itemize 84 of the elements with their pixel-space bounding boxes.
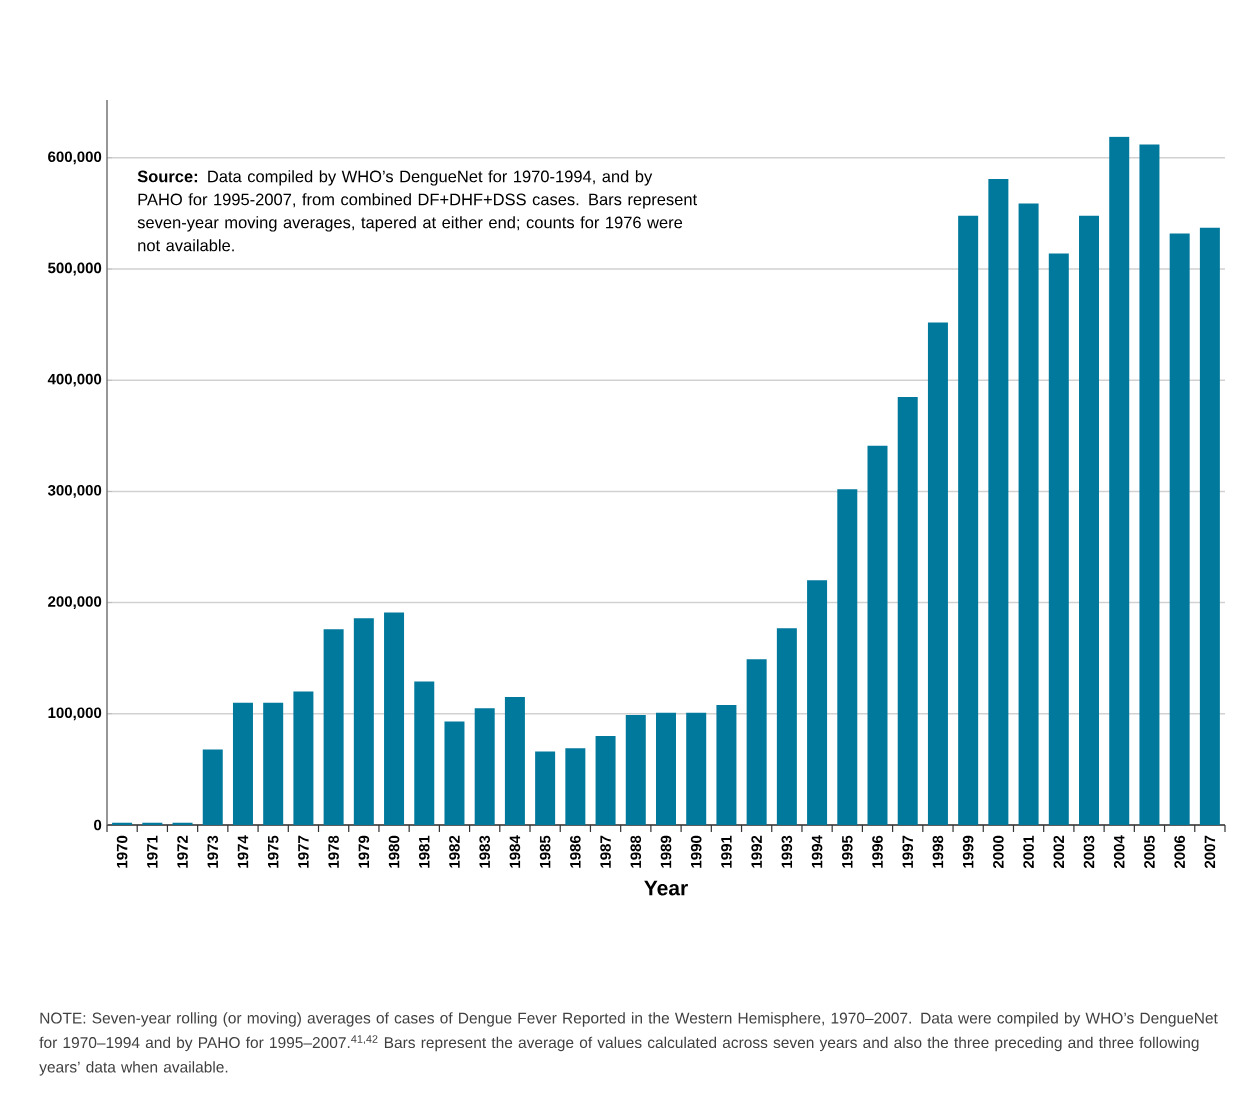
- bar: [1139, 144, 1160, 825]
- x-tick-label: 2005: [1144, 835, 1155, 869]
- x-tick-label: 2007: [1204, 835, 1216, 869]
- bar: [897, 396, 918, 825]
- x-tick-label: 1971: [147, 835, 158, 868]
- x-axis-title: Year: [644, 880, 688, 896]
- x-tick-label: 2003: [1083, 835, 1095, 869]
- y-tick-label: 100,000: [48, 707, 102, 721]
- bar: [716, 704, 737, 825]
- bar: [625, 714, 646, 825]
- x-tick-label: 1998: [932, 835, 944, 868]
- bar: [1079, 215, 1100, 825]
- y-tick-label: 500,000: [48, 262, 102, 276]
- bar: [1169, 233, 1190, 825]
- x-tick-label: 1999: [962, 835, 974, 868]
- x-tick-label: 1990: [690, 835, 702, 868]
- bar: [384, 612, 405, 825]
- bar: [142, 822, 163, 825]
- bar: [656, 712, 676, 825]
- x-tick-label: 1996: [872, 835, 883, 868]
- bar: [414, 681, 435, 825]
- x-tick-label: 1994: [811, 835, 823, 868]
- x-tick-label: 1991: [721, 835, 732, 868]
- x-tick-label: 1980: [388, 835, 400, 868]
- x-tick-label: 1985: [539, 835, 551, 868]
- bar: [1109, 136, 1130, 825]
- bar: [535, 751, 556, 825]
- bar: [504, 697, 525, 825]
- bar: [595, 736, 616, 825]
- x-tick-label: 1982: [449, 835, 460, 868]
- bar: [776, 628, 797, 825]
- text: NOTE: Seven-year rolling (or moving) averages of cases of Dengue Fever Reported in the Western Hemisphere, 1970–2007. Data were compiled by WHO’s DengueNet for 1970–1994 and by PAHO for 1995–2007.$^{41,42}$ Bars represent the average of values calculated across seven years and also the three preceding and three following years’ data when available.: [39, 1012, 1218, 1076]
- bar: [746, 659, 767, 825]
- bar: [1018, 203, 1039, 825]
- bar: [232, 702, 253, 825]
- x-tick-label: 2001: [1023, 835, 1034, 869]
- bar: [686, 712, 707, 825]
- bar: [263, 702, 284, 825]
- y-tick-label: 600,000: [48, 151, 102, 165]
- bar: [988, 178, 1009, 825]
- bar: [444, 721, 465, 825]
- bar: [112, 822, 133, 825]
- bar: [323, 629, 344, 825]
- x-tick-label: 1972: [177, 835, 188, 868]
- bar: [353, 618, 374, 825]
- x-tick-label: 1992: [751, 835, 762, 868]
- x-tick-label: 1987: [600, 835, 611, 868]
- bar: [565, 748, 586, 825]
- x-tick-label: 2006: [1174, 835, 1185, 869]
- x-tick-label: 2004: [1113, 835, 1125, 869]
- bar: [958, 215, 979, 825]
- x-tick-label: 1984: [509, 835, 521, 868]
- x-tick-label: 1993: [781, 835, 793, 868]
- bar: [807, 580, 828, 825]
- x-tick-label: 1970: [116, 835, 128, 868]
- y-tick-label: 300,000: [47, 485, 102, 498]
- x-tick-label: 1974: [237, 835, 249, 868]
- bar: [1199, 227, 1220, 825]
- annotation: Source: Data compiled by WHO’s DengueNet for 1970-1994, and by PAHO for 1995-2007, from combined DF+DHF+DSS cases. Bars represent seven-year moving averages, tapered at either end; counts for 1976 were not available.: [137, 170, 698, 252]
- x-tick-label: 1977: [298, 835, 309, 868]
- bar: [867, 445, 888, 825]
- x-tick-label: 1997: [902, 835, 914, 868]
- bar: [1048, 253, 1069, 825]
- x-tick-label: 1975: [267, 835, 279, 868]
- bar: [202, 749, 223, 825]
- x-tick-label: 1981: [418, 835, 430, 868]
- bar: [474, 708, 495, 825]
- y-tick-label: 400,000: [47, 373, 102, 387]
- bar: [837, 489, 858, 825]
- bar: [927, 322, 948, 825]
- x-tick-label: 1973: [207, 835, 219, 868]
- bar: [293, 691, 314, 825]
- x-tick-label: 1979: [358, 835, 370, 868]
- x-tick-label: 1983: [479, 835, 491, 868]
- x-tick-label: 1978: [328, 835, 339, 868]
- y-tick-label: 0: [94, 819, 102, 831]
- x-tick-label: 1986: [570, 835, 581, 868]
- y-tick-label: 200,000: [48, 596, 102, 609]
- x-tick-label: 1988: [630, 835, 642, 868]
- x-tick-label: 1995: [841, 835, 853, 868]
- bar: [172, 822, 193, 825]
- x-tick-label: 2002: [1053, 835, 1065, 869]
- x-tick-label: 1989: [660, 835, 672, 868]
- x-tick-label: 2000: [993, 835, 1004, 869]
